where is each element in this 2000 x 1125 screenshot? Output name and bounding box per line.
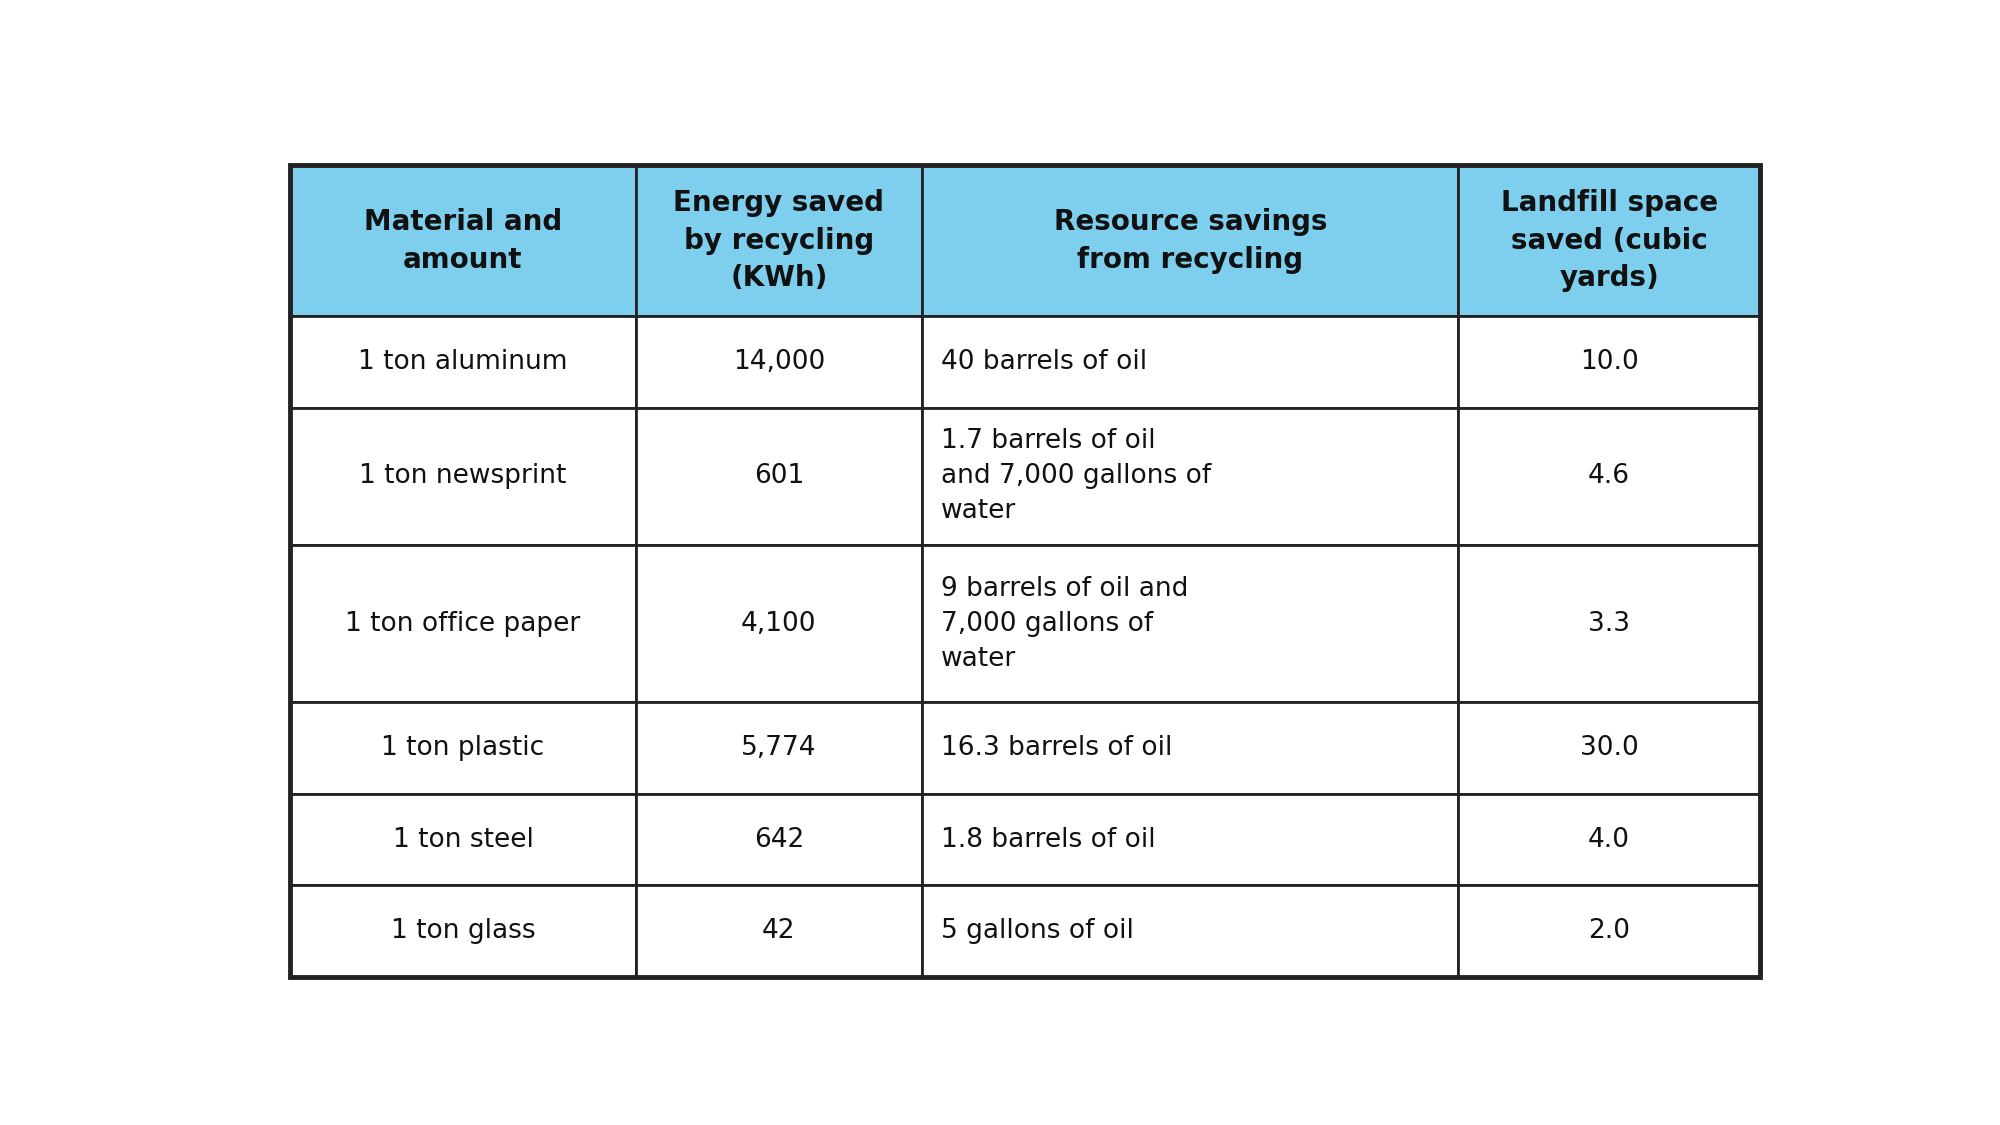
Bar xyxy=(290,794,636,885)
Bar xyxy=(290,407,636,544)
Text: 4.0: 4.0 xyxy=(1588,827,1630,853)
Text: 4.6: 4.6 xyxy=(1588,464,1630,489)
Text: Material and
amount: Material and amount xyxy=(364,208,562,273)
Bar xyxy=(1458,165,1760,316)
Text: 1 ton steel: 1 ton steel xyxy=(392,827,534,853)
Bar xyxy=(1458,794,1760,885)
Text: 5 gallons of oil: 5 gallons of oil xyxy=(940,918,1134,944)
Bar xyxy=(290,885,636,976)
Text: 601: 601 xyxy=(754,464,804,489)
Bar xyxy=(290,702,636,794)
Bar xyxy=(922,885,1458,976)
Text: 30.0: 30.0 xyxy=(1580,735,1638,760)
Bar xyxy=(922,407,1458,544)
Bar xyxy=(636,702,922,794)
Text: 5,774: 5,774 xyxy=(742,735,816,760)
Text: 40 barrels of oil: 40 barrels of oil xyxy=(940,349,1146,375)
Bar xyxy=(922,544,1458,702)
Text: 9 barrels of oil and
7,000 gallons of
water: 9 barrels of oil and 7,000 gallons of wa… xyxy=(940,576,1188,672)
Text: 1.7 barrels of oil
and 7,000 gallons of
water: 1.7 barrels of oil and 7,000 gallons of … xyxy=(940,429,1210,524)
Text: 642: 642 xyxy=(754,827,804,853)
Text: 3.3: 3.3 xyxy=(1588,611,1630,637)
Bar xyxy=(922,165,1458,316)
Bar xyxy=(636,794,922,885)
Bar xyxy=(636,316,922,407)
Text: 1 ton office paper: 1 ton office paper xyxy=(346,611,580,637)
Bar xyxy=(1458,885,1760,976)
Bar xyxy=(1458,407,1760,544)
Text: 1 ton aluminum: 1 ton aluminum xyxy=(358,349,568,375)
Text: 16.3 barrels of oil: 16.3 barrels of oil xyxy=(940,735,1172,760)
Text: 1 ton glass: 1 ton glass xyxy=(390,918,536,944)
Bar xyxy=(290,316,636,407)
Bar xyxy=(636,165,922,316)
Text: 10.0: 10.0 xyxy=(1580,349,1638,375)
Text: 4,100: 4,100 xyxy=(742,611,816,637)
Bar xyxy=(922,794,1458,885)
Bar xyxy=(922,702,1458,794)
Bar xyxy=(290,544,636,702)
Text: Landfill space
saved (cubic
yards): Landfill space saved (cubic yards) xyxy=(1500,189,1718,292)
Text: Energy saved
by recycling
(KWh): Energy saved by recycling (KWh) xyxy=(674,189,884,292)
Text: 2.0: 2.0 xyxy=(1588,918,1630,944)
Bar xyxy=(922,316,1458,407)
Text: 14,000: 14,000 xyxy=(732,349,826,375)
Text: 1 ton plastic: 1 ton plastic xyxy=(382,735,544,760)
Bar xyxy=(290,165,636,316)
Text: 1 ton newsprint: 1 ton newsprint xyxy=(360,464,566,489)
Bar xyxy=(636,544,922,702)
Text: 42: 42 xyxy=(762,918,796,944)
Bar xyxy=(1458,544,1760,702)
Bar xyxy=(636,885,922,976)
Bar xyxy=(636,407,922,544)
Text: 1.8 barrels of oil: 1.8 barrels of oil xyxy=(940,827,1156,853)
Bar xyxy=(1458,702,1760,794)
Bar xyxy=(1458,316,1760,407)
Text: Resource savings
from recycling: Resource savings from recycling xyxy=(1054,208,1328,273)
